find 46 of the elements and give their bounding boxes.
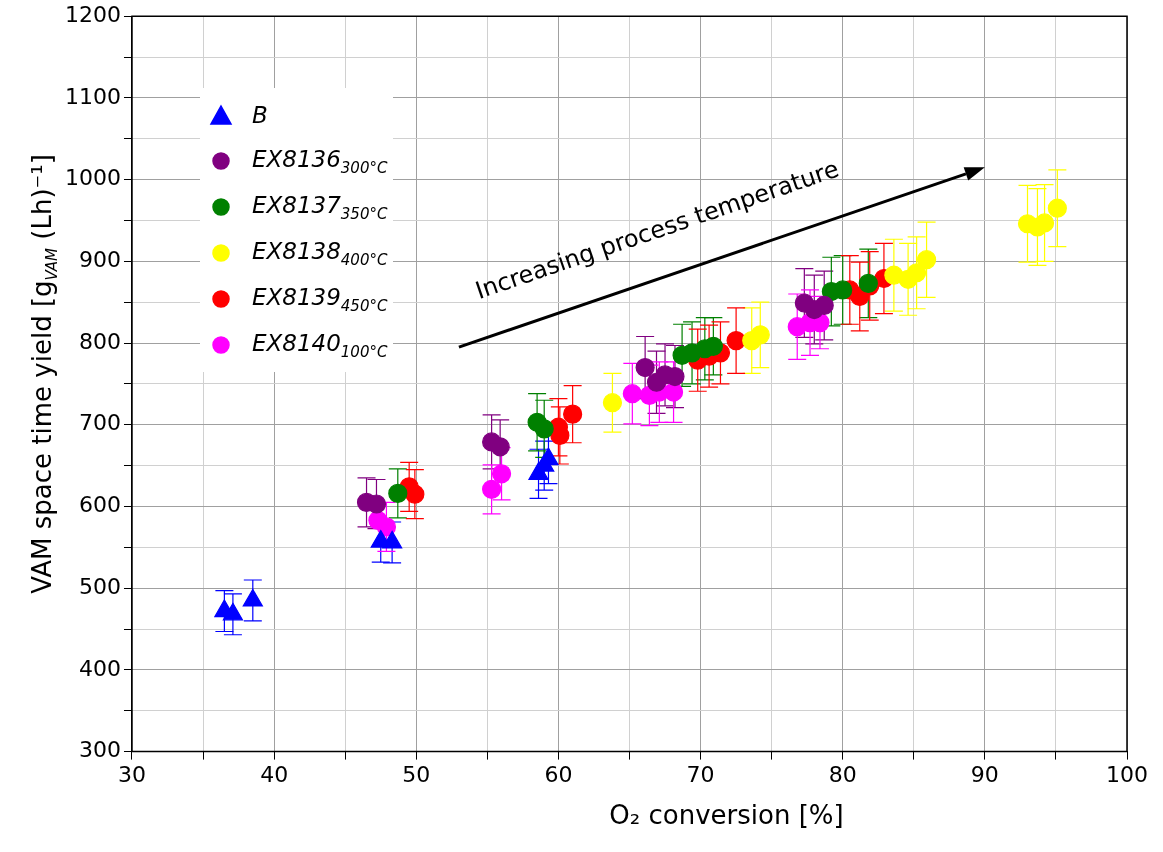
x-tick-label: 70 xyxy=(686,761,715,787)
y-tick-label: 1200 xyxy=(64,1,121,27)
point xyxy=(405,484,425,504)
point xyxy=(665,366,685,387)
x-tick-label: 40 xyxy=(260,761,289,787)
x-tick-label: 80 xyxy=(828,761,857,787)
y-tick-label: 800 xyxy=(78,328,121,354)
point xyxy=(482,479,502,499)
point xyxy=(726,330,746,351)
legend-label: EX8138$_{400°C}$ xyxy=(252,237,388,269)
x-tick-label: 50 xyxy=(402,761,431,787)
point xyxy=(1047,198,1067,218)
y-tick-label: 600 xyxy=(78,492,121,518)
point xyxy=(703,336,723,356)
y-tick-label: 700 xyxy=(78,410,121,436)
point xyxy=(622,384,642,404)
y-tick-label: 1100 xyxy=(64,83,121,109)
point xyxy=(490,437,510,457)
legend-label: EX8139$_{450°C}$ xyxy=(252,283,388,315)
legend-label: EX8137$_{350°C}$ xyxy=(252,191,388,223)
legend-label: EX8136$_{300°C}$ xyxy=(252,145,388,177)
x-tick-label: 60 xyxy=(544,761,573,787)
point xyxy=(1034,213,1055,233)
point xyxy=(635,357,655,378)
point xyxy=(663,382,684,402)
point xyxy=(388,483,408,503)
y-tick-label: 400 xyxy=(78,655,121,681)
point xyxy=(750,325,770,345)
point xyxy=(907,263,927,283)
x-tick-label: 100 xyxy=(1106,761,1148,787)
point xyxy=(491,464,512,484)
point xyxy=(534,419,554,439)
y-tick-label: 900 xyxy=(78,247,121,273)
x-axis-title: O₂ conversion [%] xyxy=(608,800,845,830)
point xyxy=(916,250,937,270)
x-tick-label: 30 xyxy=(117,761,146,787)
y-tick-label: 1000 xyxy=(64,165,121,191)
point xyxy=(602,393,623,413)
point xyxy=(376,517,397,537)
y-tick-label: 500 xyxy=(78,573,121,599)
x-tick-label: 90 xyxy=(970,761,999,787)
legend-label: B xyxy=(252,102,268,128)
point xyxy=(563,404,583,424)
y-tick-label: 300 xyxy=(78,737,121,763)
point xyxy=(814,295,834,316)
legend-label: EX8140$_{100°C}$ xyxy=(252,329,388,361)
